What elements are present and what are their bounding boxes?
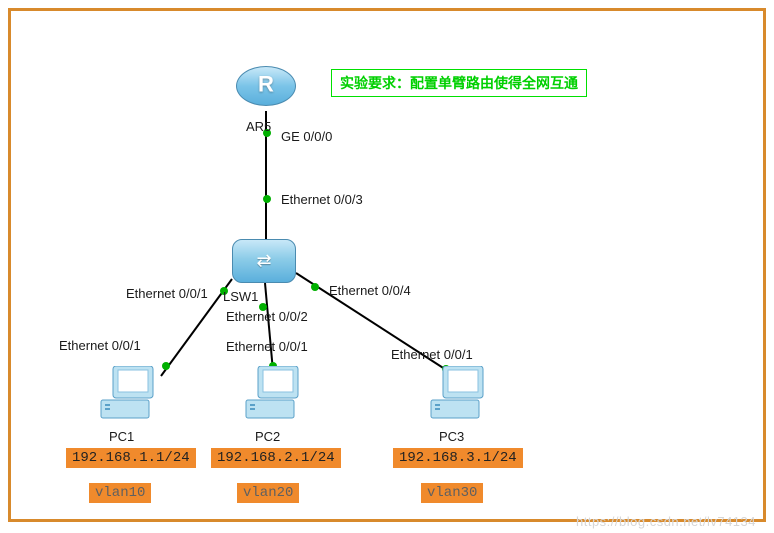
pc3-label: PC3 bbox=[439, 429, 464, 444]
pc3-vlan: vlan30 bbox=[421, 483, 483, 503]
switch-node[interactable]: ⇄ bbox=[232, 239, 296, 289]
pc-icon bbox=[236, 366, 306, 426]
experiment-title: 实验要求：配置单臂路由使得全网互通 bbox=[331, 69, 587, 97]
switch-arrows-icon: ⇄ bbox=[256, 251, 271, 272]
pc1-ip: 192.168.1.1/24 bbox=[66, 448, 196, 468]
port-pc2-e001: Ethernet 0/0/1 bbox=[226, 339, 308, 354]
port-r-ge000: GE 0/0/0 bbox=[281, 129, 332, 144]
pc-icon bbox=[91, 366, 161, 426]
pc1-vlan: vlan10 bbox=[89, 483, 151, 503]
pc2-node[interactable] bbox=[236, 366, 306, 426]
pc2-label: PC2 bbox=[255, 429, 280, 444]
port-pc1-e001: Ethernet 0/0/1 bbox=[59, 338, 141, 353]
port-sw-e002: Ethernet 0/0/2 bbox=[226, 309, 308, 324]
pc2-ip: 192.168.2.1/24 bbox=[211, 448, 341, 468]
port-sw-e003: Ethernet 0/0/3 bbox=[281, 192, 363, 207]
watermark: https://blog.csdn.net/lv74134 bbox=[576, 514, 756, 529]
port-pc3-e001: Ethernet 0/0/1 bbox=[391, 347, 473, 362]
diagram-canvas: 实验要求：配置单臂路由使得全网互通 R AR5 ⇄ LSW1 PC1 bbox=[8, 8, 766, 522]
pc3-ip: 192.168.3.1/24 bbox=[393, 448, 523, 468]
switch-label: LSW1 bbox=[223, 289, 258, 304]
link-switch-pc2 bbox=[259, 283, 277, 371]
port-sw-e001: Ethernet 0/0/1 bbox=[126, 286, 208, 301]
pc2-vlan: vlan20 bbox=[237, 483, 299, 503]
router-icon: R bbox=[236, 66, 296, 106]
pc1-node[interactable] bbox=[91, 366, 161, 426]
pc-icon bbox=[421, 366, 491, 426]
switch-icon: ⇄ bbox=[232, 239, 296, 283]
pc3-node[interactable] bbox=[421, 366, 491, 426]
port-sw-e004: Ethernet 0/0/4 bbox=[329, 283, 411, 298]
router-node[interactable]: R bbox=[236, 66, 296, 111]
router-letter: R bbox=[258, 72, 274, 98]
pc1-label: PC1 bbox=[109, 429, 134, 444]
router-label: AR5 bbox=[246, 119, 271, 134]
